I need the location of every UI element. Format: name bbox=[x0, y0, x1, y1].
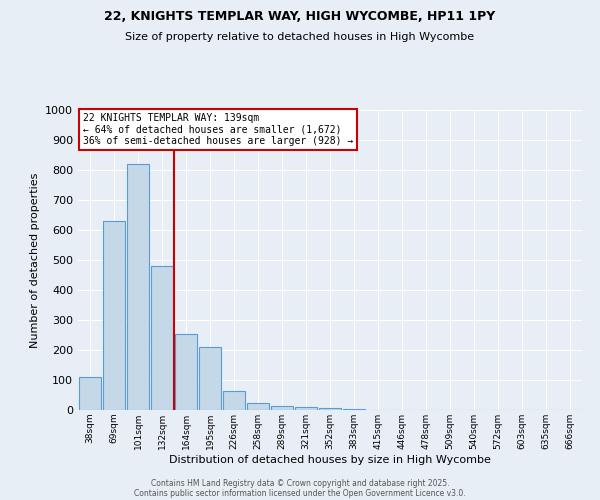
Bar bbox=[223, 390, 245, 410]
Bar bbox=[271, 406, 293, 410]
Text: 22 KNIGHTS TEMPLAR WAY: 139sqm
← 64% of detached houses are smaller (1,672)
36% : 22 KNIGHTS TEMPLAR WAY: 139sqm ← 64% of … bbox=[83, 113, 353, 146]
Text: Contains HM Land Registry data © Crown copyright and database right 2025.: Contains HM Land Registry data © Crown c… bbox=[151, 478, 449, 488]
Text: Size of property relative to detached houses in High Wycombe: Size of property relative to detached ho… bbox=[125, 32, 475, 42]
Bar bbox=[79, 377, 101, 410]
Bar bbox=[319, 408, 341, 410]
Bar bbox=[151, 266, 173, 410]
Bar bbox=[295, 407, 317, 410]
Text: 22, KNIGHTS TEMPLAR WAY, HIGH WYCOMBE, HP11 1PY: 22, KNIGHTS TEMPLAR WAY, HIGH WYCOMBE, H… bbox=[104, 10, 496, 23]
Bar bbox=[247, 402, 269, 410]
Bar bbox=[199, 347, 221, 410]
Bar bbox=[127, 164, 149, 410]
Text: Contains public sector information licensed under the Open Government Licence v3: Contains public sector information licen… bbox=[134, 488, 466, 498]
Y-axis label: Number of detached properties: Number of detached properties bbox=[29, 172, 40, 348]
Bar bbox=[175, 334, 197, 410]
Bar bbox=[103, 221, 125, 410]
Bar bbox=[343, 408, 365, 410]
X-axis label: Distribution of detached houses by size in High Wycombe: Distribution of detached houses by size … bbox=[169, 454, 491, 464]
